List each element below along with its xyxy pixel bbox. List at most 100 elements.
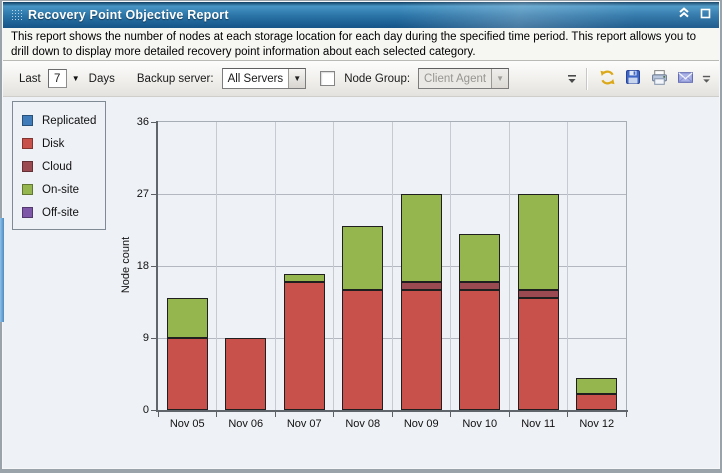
bar-segment-disk-nov-05[interactable]	[166, 338, 208, 410]
x-axis-line	[156, 410, 628, 412]
gridline-x-6	[508, 122, 510, 410]
gridline-x-7	[567, 122, 568, 410]
legend-item-off-site[interactable]: Off-site	[22, 201, 105, 224]
last-days-value[interactable]: 7	[47, 69, 67, 88]
plot-area	[158, 122, 626, 410]
y-tick-label-0: 0	[142, 404, 149, 416]
toolbar-separator	[586, 67, 588, 90]
x-tick-8	[625, 412, 627, 417]
legend-item-cloud[interactable]: Cloud	[22, 155, 105, 178]
legend-swatch	[22, 207, 33, 218]
gridline-x-4	[391, 122, 393, 410]
x-tick-5	[450, 412, 451, 417]
legend-item-on-site[interactable]: On-site	[22, 178, 105, 201]
legend-item-replicated[interactable]: Replicated	[22, 109, 105, 132]
legend-swatch	[22, 138, 33, 149]
backup-server-label: Backup server:	[136, 72, 214, 85]
x-tick-6	[508, 412, 510, 417]
square-icon	[700, 6, 711, 24]
node-group-checkbox[interactable]	[320, 71, 336, 86]
bar-segment-cloud-nov-10[interactable]	[459, 282, 501, 290]
bar-segment-on-site-nov-11[interactable]	[517, 194, 559, 290]
bar-group-nov-12	[576, 122, 618, 410]
backup-server-select[interactable]: All Servers ▼	[221, 68, 307, 89]
chevron-double-up-icon	[677, 6, 691, 24]
legend-item-disk[interactable]: Disk	[22, 132, 105, 155]
last-days-dropdown-arrow[interactable]: ▼	[71, 74, 80, 83]
report-description: This report shows the number of nodes at…	[3, 28, 719, 61]
gridline-x-3	[333, 122, 334, 410]
x-tick-1	[216, 412, 217, 417]
bar-segment-on-site-nov-09[interactable]	[400, 194, 442, 282]
chart-legend: Replicated Disk Cloud On-site Off-site	[12, 101, 106, 230]
bar-segment-on-site-nov-05[interactable]	[166, 298, 208, 338]
bar-segment-on-site-nov-08[interactable]	[342, 226, 384, 290]
plot-border-top	[158, 121, 626, 122]
legend-swatch	[22, 115, 33, 126]
x-tick-7	[567, 412, 568, 417]
gridline-x-2	[274, 122, 276, 410]
bar-segment-disk-nov-10[interactable]	[459, 290, 501, 410]
x-tick-2	[274, 412, 276, 417]
x-label-7: Nov 12	[579, 418, 615, 430]
y-tick-18	[151, 265, 156, 267]
refresh-button[interactable]	[596, 68, 618, 90]
toolbar-overflow-button-right[interactable]	[700, 68, 713, 90]
legend-label: On-site	[42, 183, 80, 196]
y-tick-label-9: 9	[142, 332, 149, 344]
save-button[interactable]	[622, 68, 644, 90]
x-tick-0	[157, 412, 159, 417]
x-label-2: Nov 07	[286, 418, 322, 430]
bar-segment-disk-nov-09[interactable]	[400, 290, 442, 410]
bar-group-nov-07	[283, 122, 325, 410]
bar-group-nov-05	[166, 122, 208, 410]
y-tick-27	[151, 193, 156, 195]
x-tick-4	[391, 412, 393, 417]
x-tick-3	[333, 412, 334, 417]
bar-segment-on-site-nov-10[interactable]	[459, 234, 501, 282]
legend-label: Cloud	[42, 160, 73, 173]
bar-segment-on-site-nov-07[interactable]	[283, 274, 325, 282]
drag-grip-icon[interactable]	[11, 8, 22, 22]
bar-group-nov-10	[459, 122, 501, 410]
print-button[interactable]	[648, 68, 670, 90]
y-tick-0	[151, 409, 156, 411]
toolbar-overflow-button[interactable]	[565, 68, 578, 90]
chevron-down-icon[interactable]: ▼	[288, 69, 306, 88]
x-label-1: Nov 06	[228, 418, 264, 430]
bar-segment-disk-nov-08[interactable]	[342, 290, 384, 410]
bar-segment-cloud-nov-11[interactable]	[517, 290, 559, 298]
y-tick-label-18: 18	[136, 260, 149, 272]
email-icon	[677, 69, 694, 89]
legend-label: Disk	[42, 137, 65, 150]
y-tick-9	[151, 337, 156, 339]
bar-segment-cloud-nov-09[interactable]	[400, 282, 442, 290]
backup-server-value: All Servers	[227, 72, 284, 85]
chart-panel: Replicated Disk Cloud On-site Off-site Node …	[3, 97, 719, 468]
y-tick-label-36: 36	[136, 116, 149, 128]
last-label: Last	[19, 72, 41, 85]
x-label-3: Nov 08	[345, 418, 381, 430]
bar-segment-on-site-nov-12[interactable]	[576, 378, 618, 394]
bar-segment-disk-nov-06[interactable]	[225, 338, 267, 410]
bar-group-nov-08	[342, 122, 384, 410]
y-tick-36	[151, 121, 156, 123]
page-title: Recovery Point Objective Report	[28, 8, 229, 22]
node-group-value: Client Agent	[424, 72, 487, 85]
x-label-6: Nov 11	[521, 418, 556, 430]
collapse-button[interactable]	[677, 6, 691, 24]
bar-segment-disk-nov-12[interactable]	[576, 394, 618, 410]
gridline-x-5	[450, 122, 451, 410]
chevron-down-icon: ▼	[491, 69, 509, 88]
gridline-x-1	[216, 122, 217, 410]
x-label-0: Nov 05	[169, 418, 205, 430]
legend-label: Replicated	[42, 114, 97, 127]
email-button[interactable]	[674, 68, 696, 90]
maximize-button[interactable]	[700, 6, 711, 24]
splitter-handle[interactable]	[0, 218, 4, 322]
x-label-5: Nov 10	[462, 418, 498, 430]
bar-segment-disk-nov-11[interactable]	[517, 298, 559, 410]
bar-segment-disk-nov-07[interactable]	[283, 282, 325, 410]
plot-border-right	[626, 121, 627, 410]
window-frame: Recovery Point Objective Report	[3, 2, 719, 468]
